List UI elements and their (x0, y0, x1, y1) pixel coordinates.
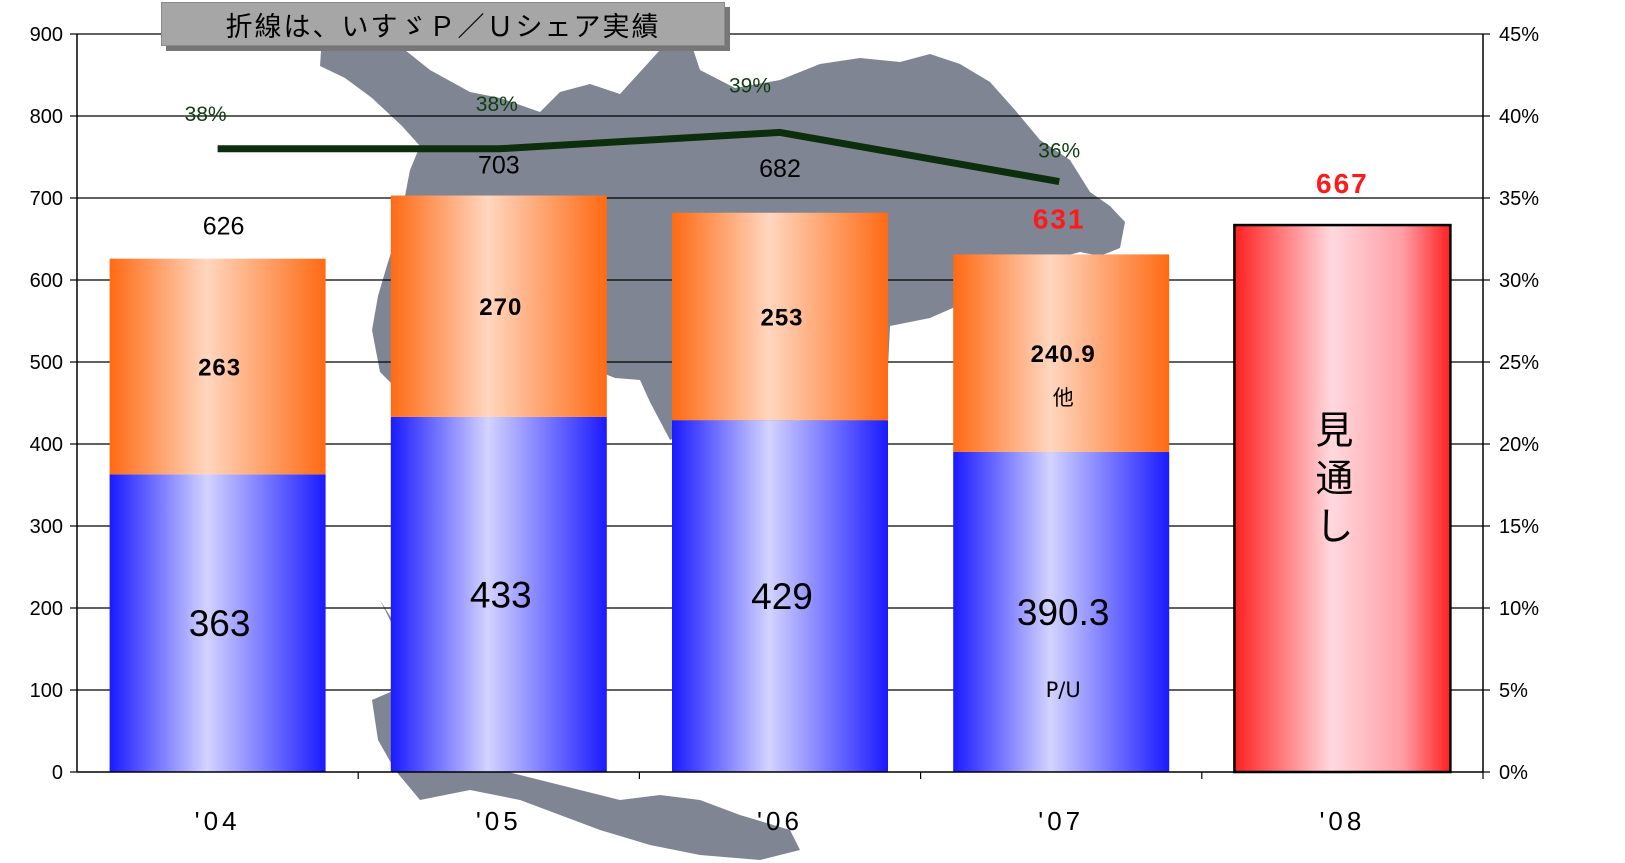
y-tick-label: 200 (30, 598, 63, 620)
y-tick-label: 300 (30, 516, 63, 538)
x-tick-label: '05 (476, 806, 522, 836)
share-line-label: 36% (1038, 140, 1080, 163)
chart-title: 折線は、いすゞＰ／Ｕシェア実績 (161, 2, 725, 46)
y-tick-label: 100 (30, 680, 63, 702)
bars (109, 195, 1452, 774)
bar-other-value-label: 240.9 (1031, 341, 1096, 368)
bar-other (390, 195, 607, 417)
y-tick-label: 500 (30, 352, 63, 374)
x-tick-label: '08 (1319, 806, 1365, 836)
bar-pu (390, 416, 607, 772)
bar-pu-value-label: 429 (751, 576, 813, 617)
axes: 0 0% 100 5% 200 10% 300 15% 400 20% 500 25% 600 30% 70… (30, 24, 1540, 836)
forecast-label-char: 見 (1315, 409, 1353, 453)
bar-pu (109, 474, 326, 772)
forecast-label-char: 通 (1315, 457, 1353, 501)
bar-other-value-label: 263 (198, 355, 241, 382)
y2-tick-label: 35% (1499, 188, 1539, 210)
y2-tick-label: 40% (1499, 106, 1539, 128)
bar-pu-value-label: 433 (470, 574, 532, 615)
x-tick-label: '06 (757, 806, 803, 836)
y-tick-label: 700 (30, 188, 63, 210)
y2-tick-label: 45% (1499, 24, 1539, 46)
bar-pu-value-label: 390.3 (1017, 592, 1110, 633)
bar-pu (953, 451, 1170, 772)
y-tick-label: 400 (30, 434, 63, 456)
bar-other (672, 212, 888, 421)
share-line-path (217, 128, 1060, 186)
bar-pu-value-label: 363 (189, 603, 251, 644)
bar-other-value-label: 270 (479, 294, 522, 321)
bar-total-label: 682 (759, 155, 801, 183)
y2-tick-label: 5% (1499, 680, 1528, 702)
chart-title-text: 折線は、いすゞＰ／Ｕシェア実績 (225, 11, 661, 43)
share-line-label: 38% (185, 103, 227, 126)
y-tick-label: 600 (30, 270, 63, 292)
bar-other-value-label: 253 (760, 304, 803, 331)
x-tick-label: '04 (195, 806, 241, 836)
bar-total-label: 703 (478, 152, 520, 180)
forecast-label-char: し (1315, 505, 1353, 549)
y2-tick-label: 15% (1499, 516, 1539, 538)
data-labels: 363 263 433 270 429 253 390.3 240.9 見通し 他 P/U 626 70… (185, 74, 1369, 702)
series-name-pu: P/U (1046, 678, 1081, 702)
series-name-other: 他 (1053, 386, 1074, 410)
y2-tick-label: 25% (1499, 352, 1539, 374)
y2-tick-label: 30% (1499, 270, 1539, 292)
y-tick-label: 900 (30, 24, 63, 46)
bar-pu (672, 420, 888, 772)
bar-total-label: 626 (203, 213, 245, 241)
bar-forecast (1233, 223, 1452, 774)
y2-tick-label: 10% (1499, 598, 1539, 620)
share-line-label: 39% (729, 74, 771, 97)
bar-other (109, 258, 326, 475)
share-line (217, 128, 1060, 186)
y-tick-label: 0 (52, 762, 63, 784)
share-line-label: 38% (476, 93, 518, 116)
bar-total-label: 631 (1033, 204, 1086, 235)
y2-tick-label: 0% (1499, 762, 1528, 784)
x-tick-label: '07 (1038, 806, 1084, 836)
y-tick-label: 800 (30, 106, 63, 128)
y2-tick-label: 20% (1499, 434, 1539, 456)
map-peninsula (372, 600, 800, 860)
bar-other (953, 254, 1170, 452)
bar-total-label: 667 (1316, 168, 1369, 199)
